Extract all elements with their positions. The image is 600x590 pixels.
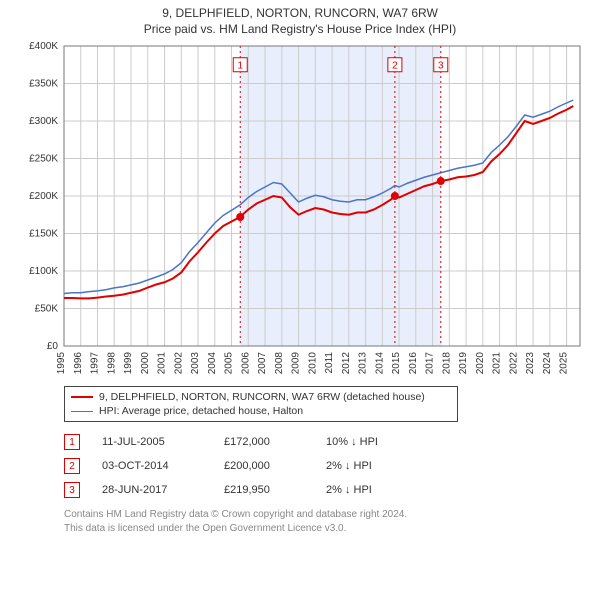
- svg-text:2017: 2017: [425, 352, 436, 375]
- event-marker-icon: 3: [64, 482, 80, 498]
- svg-text:2019: 2019: [458, 352, 469, 375]
- event-row: 3 28-JUN-2017 £219,950 2% ↓ HPI: [64, 478, 592, 502]
- svg-text:2015: 2015: [391, 352, 402, 375]
- svg-text:2005: 2005: [224, 352, 235, 375]
- svg-text:3: 3: [438, 60, 444, 71]
- footer-line-2: This data is licensed under the Open Gov…: [64, 522, 592, 536]
- svg-text:2025: 2025: [559, 352, 570, 375]
- svg-text:£200K: £200K: [29, 191, 58, 202]
- svg-text:2010: 2010: [307, 352, 318, 375]
- svg-text:2009: 2009: [291, 352, 302, 375]
- event-price: £219,950: [224, 484, 304, 496]
- svg-text:2007: 2007: [257, 352, 268, 375]
- svg-text:2000: 2000: [140, 352, 151, 375]
- price-chart: £0 £50K £100K £150K £200K £250K £300K £350K £400…: [8, 42, 592, 382]
- legend-swatch: [71, 411, 93, 412]
- svg-text:1999: 1999: [123, 352, 134, 375]
- svg-text:2003: 2003: [190, 352, 201, 375]
- legend-item: 9, DELPHFIELD, NORTON, RUNCORN, WA7 6RW …: [71, 390, 451, 404]
- event-diff: 2% ↓ HPI: [326, 484, 426, 496]
- event-date: 28-JUN-2017: [102, 484, 202, 496]
- svg-text:2013: 2013: [358, 352, 369, 375]
- svg-text:£250K: £250K: [29, 154, 58, 165]
- svg-text:2020: 2020: [475, 352, 486, 375]
- svg-text:2016: 2016: [408, 352, 419, 375]
- svg-text:1: 1: [237, 60, 243, 71]
- svg-text:£400K: £400K: [29, 42, 58, 52]
- svg-text:£300K: £300K: [29, 116, 58, 127]
- legend-label: HPI: Average price, detached house, Halt…: [99, 405, 303, 417]
- svg-text:2018: 2018: [441, 352, 452, 375]
- svg-text:2021: 2021: [492, 352, 503, 375]
- event-date: 03-OCT-2014: [102, 460, 202, 472]
- svg-text:2: 2: [392, 60, 398, 71]
- event-diff: 10% ↓ HPI: [326, 436, 426, 448]
- event-marker-icon: 2: [64, 458, 80, 474]
- svg-text:1996: 1996: [73, 352, 84, 375]
- svg-text:2004: 2004: [207, 352, 218, 375]
- footer-line-1: Contains HM Land Registry data © Crown c…: [64, 508, 592, 522]
- svg-text:2012: 2012: [341, 352, 352, 375]
- legend-swatch: [71, 396, 93, 398]
- legend-item: HPI: Average price, detached house, Halt…: [71, 404, 451, 418]
- legend-label: 9, DELPHFIELD, NORTON, RUNCORN, WA7 6RW …: [99, 391, 425, 403]
- events-table: 1 11-JUL-2005 £172,000 10% ↓ HPI 2 03-OCT-201…: [64, 430, 592, 502]
- svg-text:2024: 2024: [542, 352, 553, 375]
- svg-text:1997: 1997: [90, 352, 101, 375]
- svg-text:1995: 1995: [56, 352, 67, 375]
- svg-text:£0: £0: [47, 341, 59, 352]
- event-row: 2 03-OCT-2014 £200,000 2% ↓ HPI: [64, 454, 592, 478]
- svg-text:2022: 2022: [508, 352, 519, 375]
- title-subtitle: Price paid vs. HM Land Registry's House …: [8, 22, 592, 36]
- svg-text:2001: 2001: [157, 352, 168, 375]
- svg-text:£150K: £150K: [29, 229, 58, 240]
- event-row: 1 11-JUL-2005 £172,000 10% ↓ HPI: [64, 430, 592, 454]
- svg-text:1998: 1998: [106, 352, 117, 375]
- title-address: 9, DELPHFIELD, NORTON, RUNCORN, WA7 6RW: [8, 6, 592, 20]
- event-price: £172,000: [224, 436, 304, 448]
- svg-text:2014: 2014: [374, 352, 385, 375]
- svg-text:2011: 2011: [324, 352, 335, 374]
- footer-attribution: Contains HM Land Registry data © Crown c…: [64, 508, 592, 535]
- svg-text:£50K: £50K: [35, 304, 59, 315]
- event-marker-icon: 1: [64, 434, 80, 450]
- event-date: 11-JUL-2005: [102, 436, 202, 448]
- svg-text:£100K: £100K: [29, 266, 58, 277]
- svg-text:£350K: £350K: [29, 79, 58, 90]
- event-price: £200,000: [224, 460, 304, 472]
- svg-text:2002: 2002: [173, 352, 184, 375]
- event-diff: 2% ↓ HPI: [326, 460, 426, 472]
- legend: 9, DELPHFIELD, NORTON, RUNCORN, WA7 6RW …: [64, 386, 458, 422]
- svg-text:2023: 2023: [525, 352, 536, 375]
- svg-text:2006: 2006: [240, 352, 251, 375]
- svg-text:2008: 2008: [274, 352, 285, 375]
